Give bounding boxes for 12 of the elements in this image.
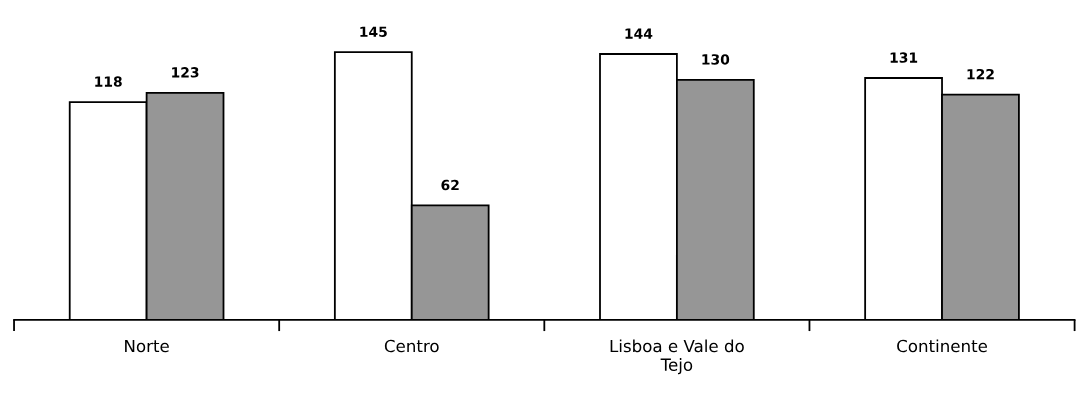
data-label: 122 [967, 68, 994, 80]
data-label: 144 [625, 28, 653, 39]
data-label: 62 [441, 179, 459, 191]
data-label: 118 [95, 76, 122, 87]
data-label: 145 [360, 26, 387, 37]
x-tick-label: Centro [384, 339, 439, 353]
data-label: 131 [890, 52, 918, 63]
data-label: 123 [172, 67, 199, 78]
x-tick-label: Continente [897, 339, 988, 353]
x-tick-label: Lisboa e Vale do Tejo [610, 339, 744, 375]
x-tick-label: Norte [125, 339, 169, 353]
data-label: 130 [702, 54, 730, 65]
